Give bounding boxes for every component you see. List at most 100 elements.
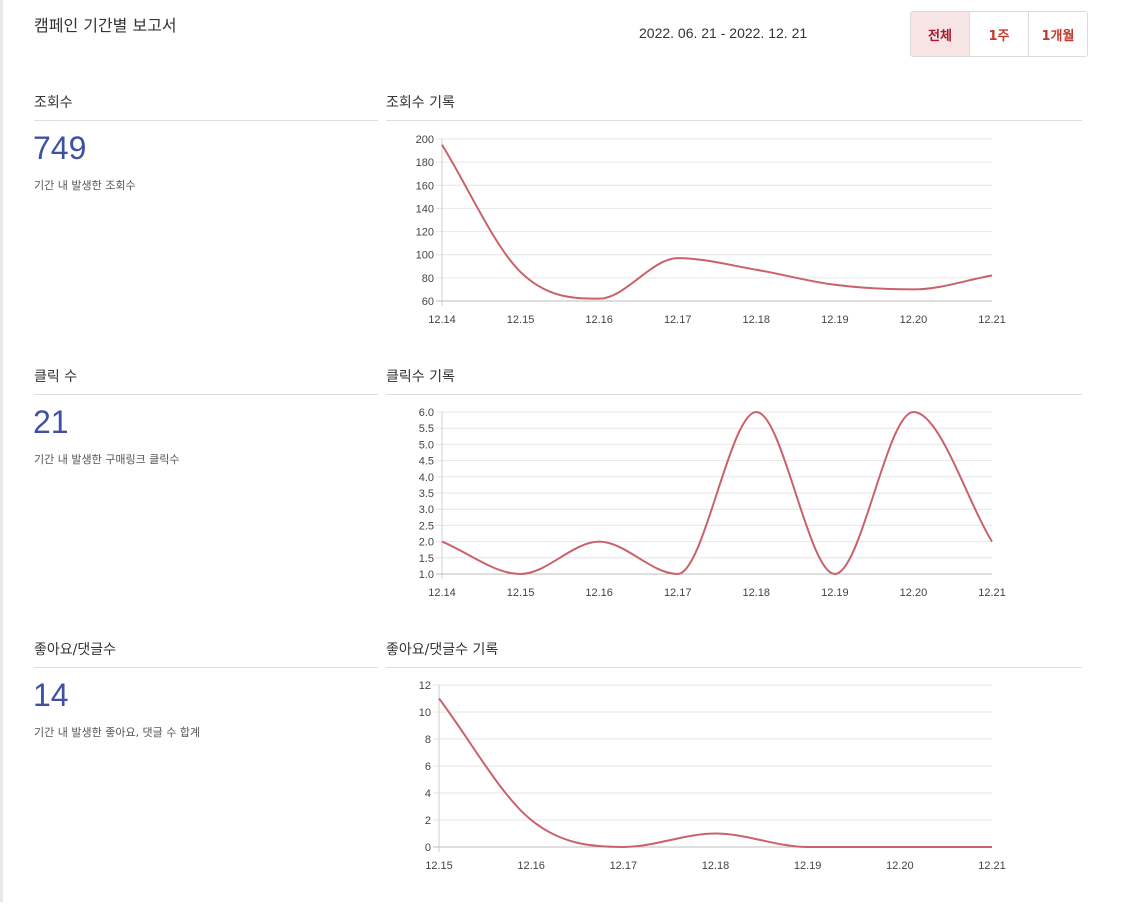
likes-section: 좋아요/댓글수 14 기간 내 발생한 좋아요, 댓글 수 합계 좋아요/댓글수…: [0, 639, 1122, 909]
views-x-tick-label: 12.19: [821, 314, 849, 326]
clicks-data-point: [833, 572, 837, 576]
likes-y-tick-label: 0: [425, 842, 431, 854]
clicks-y-tick-label: 4.0: [419, 472, 434, 484]
divider: [386, 667, 1082, 668]
period-all-button[interactable]: 전체: [911, 12, 969, 56]
clicks-line-chart[interactable]: 1.0 1.5 2.0 2.5 3.0 3.5 4.0 4.5 5.0 5.5 6.0 12.14 12…: [419, 407, 1006, 599]
clicks-series-line: [441, 410, 993, 576]
views-data-point: [833, 283, 837, 287]
clicks-data-point: [754, 410, 758, 414]
views-x-tick-label: 12.18: [743, 314, 771, 326]
views-y-tick-label: 100: [416, 250, 434, 262]
views-data-point: [519, 270, 523, 274]
likes-y-tick-label: 8: [425, 734, 431, 746]
views-line-chart[interactable]: 60 80 100 120 140 160 180 200 12.14 12.15 12.16 12.…: [416, 134, 1006, 326]
likes-y-tick-label: 12: [419, 680, 431, 692]
likes-data-point: [898, 845, 902, 849]
views-section: 조회수 749 기간 내 발생한 조회수 조회수 기록: [0, 92, 1122, 362]
clicks-data-point: [597, 540, 601, 544]
views-data-point: [911, 287, 915, 291]
divider: [34, 394, 378, 395]
clicks-x-tick-label: 12.16: [585, 587, 613, 599]
likes-chart-title: 좋아요/댓글수 기록: [386, 642, 499, 658]
period-1month-button[interactable]: 1개월: [1028, 12, 1087, 56]
divider: [386, 394, 1082, 395]
clicks-data-point: [990, 540, 994, 544]
views-description: 기간 내 발생한 조회수: [34, 179, 136, 192]
clicks-y-tick-label: 1.5: [419, 553, 434, 565]
clicks-description: 기간 내 발생한 구매링크 클릭수: [34, 453, 180, 466]
views-y-tick-label: 180: [416, 157, 434, 169]
likes-data-point: [990, 845, 994, 849]
date-range[interactable]: 2022. 06. 21 - 2022. 12. 21: [639, 25, 808, 41]
views-chart-title: 조회수 기록: [386, 95, 455, 111]
likes-x-tick-label: 12.18: [702, 860, 730, 872]
likes-x-tick-label: 12.17: [610, 860, 638, 872]
clicks-y-tick-label: 2.0: [419, 537, 434, 549]
left-edge-divider: [0, 0, 3, 902]
clicks-chart-title: 클릭수 기록: [386, 369, 455, 385]
clicks-x-tick-label: 12.20: [900, 587, 928, 599]
clicks-y-tick-label: 4.5: [419, 456, 434, 468]
likes-value: 14: [33, 677, 69, 713]
likes-y-tick-label: 2: [425, 815, 431, 827]
clicks-x-tick-label: 12.17: [664, 587, 692, 599]
likes-x-tick-label: 12.16: [517, 860, 545, 872]
clicks-data-point: [676, 572, 680, 576]
likes-x-tick-label: 12.19: [794, 860, 822, 872]
likes-y-tick-label: 4: [425, 788, 431, 800]
likes-x-tick-label: 12.21: [978, 860, 1006, 872]
clicks-section: 클릭 수 21 기간 내 발생한 구매링크 클릭수 클릭수 기록: [0, 366, 1122, 636]
period-1week-button[interactable]: 1주: [969, 12, 1028, 56]
views-data-point: [676, 256, 680, 260]
views-x-tick-label: 12.16: [585, 314, 613, 326]
clicks-y-tick-label: 3.0: [419, 504, 434, 516]
clicks-x-tick-label: 12.18: [743, 587, 771, 599]
views-y-tick-label: 140: [416, 203, 434, 215]
likes-data-point: [714, 832, 718, 836]
clicks-x-tick-label: 12.15: [507, 587, 535, 599]
clicks-data-point: [440, 540, 444, 544]
views-data-point: [990, 274, 994, 278]
views-y-tick-label: 160: [416, 180, 434, 192]
likes-data-point: [529, 818, 533, 822]
likes-series-line: [438, 697, 992, 849]
divider: [386, 120, 1082, 121]
divider: [34, 667, 378, 668]
clicks-y-tick-label: 3.5: [419, 488, 434, 500]
clicks-y-tick-label: 2.5: [419, 520, 434, 532]
views-x-tick-label: 12.21: [978, 314, 1006, 326]
views-x-tick-label: 12.17: [664, 314, 692, 326]
views-x-tick-label: 12.15: [507, 314, 535, 326]
views-y-tick-label: 200: [416, 134, 434, 146]
likes-data-point: [437, 697, 441, 701]
clicks-y-tick-label: 5.5: [419, 423, 434, 435]
report-title: 캠페인 기간별 보고서: [34, 16, 177, 35]
views-y-tick-label: 80: [422, 273, 434, 285]
likes-x-tick-label: 12.15: [425, 860, 453, 872]
views-data-point: [754, 268, 758, 272]
likes-data-point: [621, 845, 625, 849]
clicks-data-point: [911, 410, 915, 414]
clicks-x-tick-label: 12.21: [978, 587, 1006, 599]
views-x-tick-label: 12.20: [900, 314, 928, 326]
likes-y-tick-label: 10: [419, 707, 431, 719]
divider: [34, 120, 378, 121]
period-filter: 전체 1주 1개월: [910, 11, 1088, 57]
clicks-data-point: [519, 572, 523, 576]
likes-line-chart[interactable]: 0 2 4 6 8 10 12 12.15 12.16 12.17 12.18 12.19 12.20 1…: [419, 680, 1006, 872]
views-series-line: [441, 144, 993, 300]
clicks-y-tick-label: 5.0: [419, 439, 434, 451]
clicks-y-tick-label: 1.0: [419, 569, 434, 581]
views-data-point: [597, 297, 601, 301]
views-data-point: [440, 143, 444, 147]
clicks-x-tick-label: 12.14: [428, 587, 456, 599]
clicks-x-tick-label: 12.19: [821, 587, 849, 599]
clicks-label: 클릭 수: [34, 369, 78, 385]
likes-label: 좋아요/댓글수: [34, 642, 116, 658]
views-value: 749: [33, 130, 87, 166]
likes-x-tick-label: 12.20: [886, 860, 914, 872]
views-x-tick-label: 12.14: [428, 314, 456, 326]
likes-y-tick-label: 6: [425, 761, 431, 773]
